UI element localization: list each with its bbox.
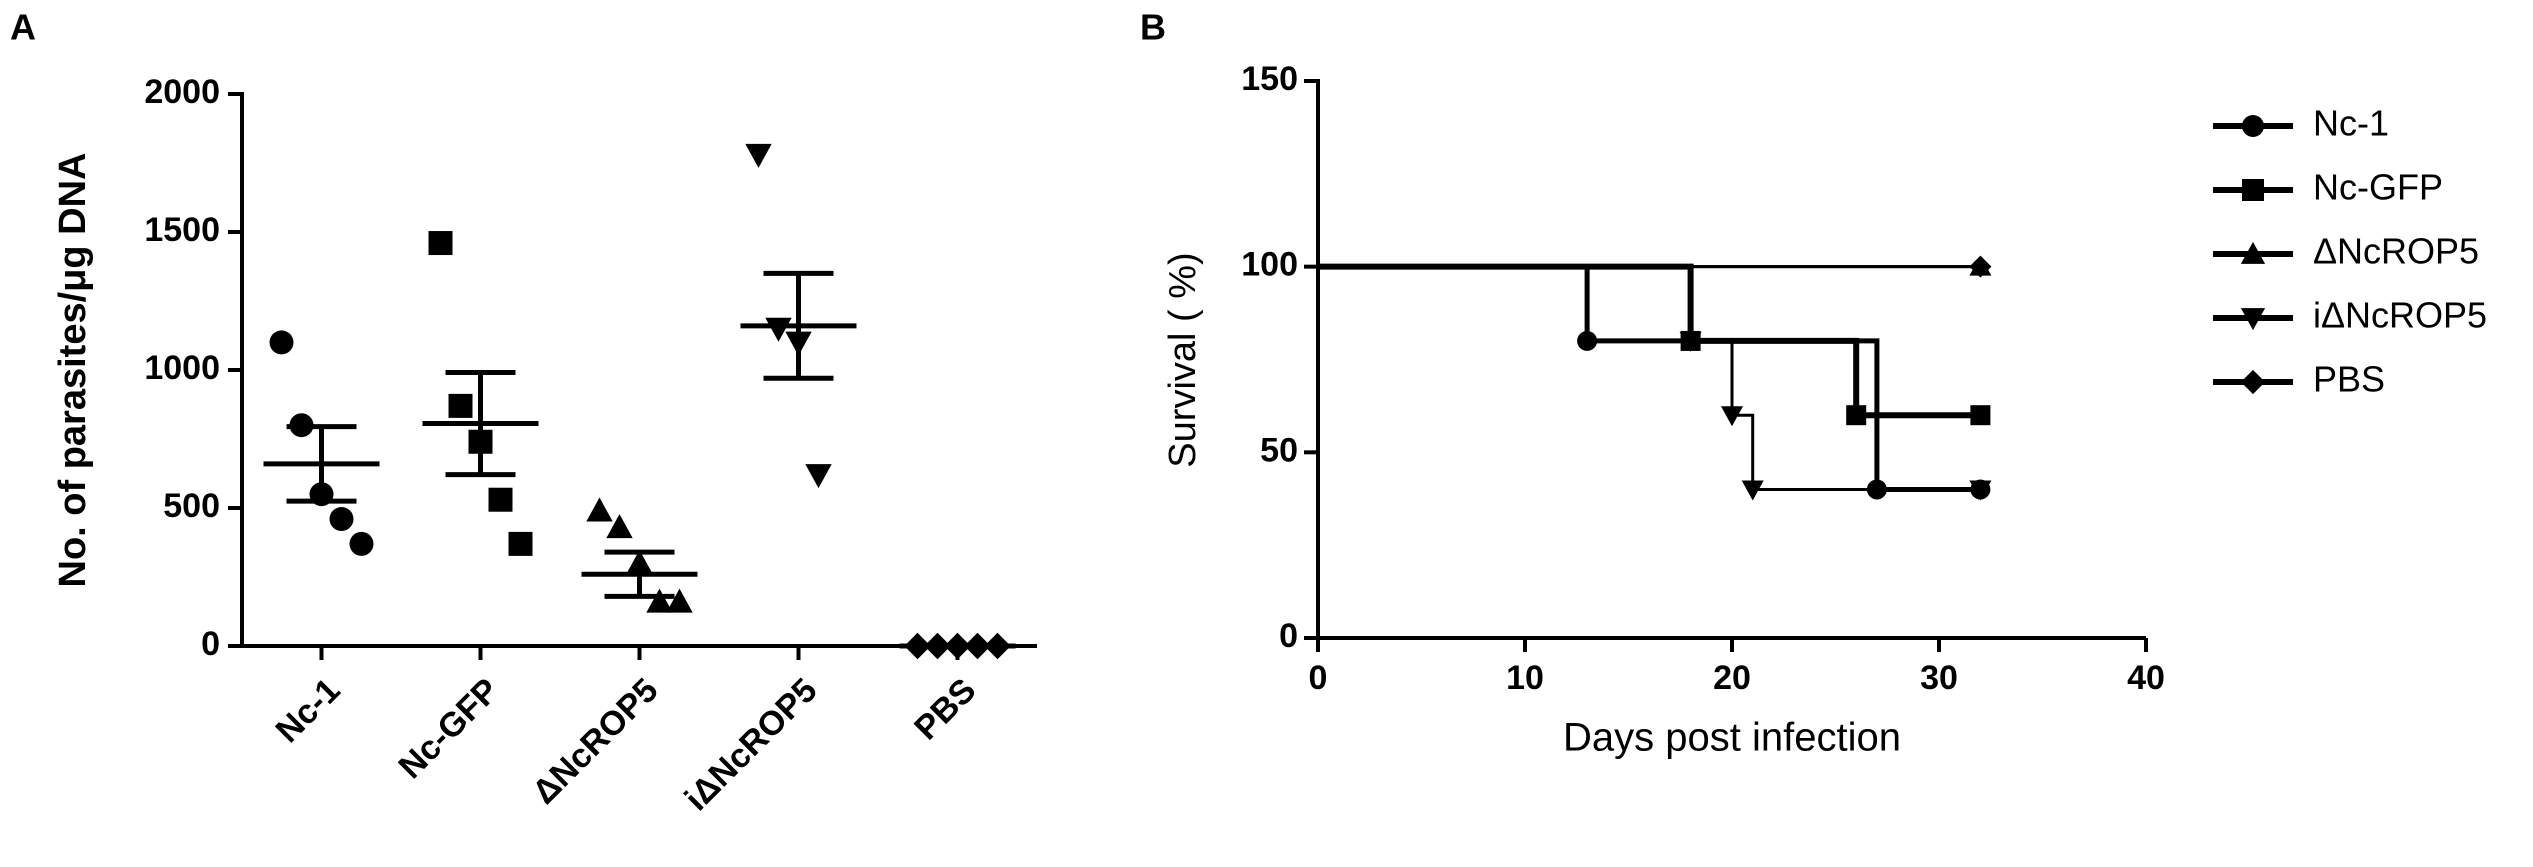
y-tick-label: 0: [201, 625, 220, 663]
marker: [1577, 330, 1598, 351]
marker: [1970, 405, 1991, 426]
marker: [508, 531, 533, 556]
panel-label: B: [1140, 7, 1166, 48]
marker: [2242, 115, 2264, 137]
marker: [765, 317, 792, 342]
y-tick-label: 150: [1241, 60, 1298, 98]
y-tick-label: 1500: [144, 211, 220, 249]
marker: [488, 487, 513, 512]
y-tick-label: 500: [163, 487, 220, 525]
y-tick-label: 1000: [144, 349, 220, 387]
marker: [269, 330, 294, 355]
marker: [646, 588, 673, 613]
error-bar: [604, 549, 675, 599]
marker: [606, 514, 633, 539]
marker: [2242, 179, 2264, 201]
marker: [745, 143, 772, 168]
legend-label: ΔNcROP5: [2313, 231, 2479, 272]
marker: [666, 588, 693, 613]
x-tick-label: 20: [1713, 659, 1751, 697]
x-tick-label: Nc-1: [269, 671, 348, 750]
x-tick-label: Nc-GFP: [391, 671, 506, 786]
marker: [428, 231, 453, 256]
y-axis-label: Survival ( %): [1162, 252, 1204, 467]
survival-line: [1318, 264, 1981, 492]
y-tick-label: 100: [1241, 246, 1298, 284]
x-tick-label: iΔNcROP5: [677, 671, 824, 818]
legend-label: PBS: [2313, 359, 2385, 400]
panel-label: A: [10, 7, 36, 48]
legend-label: Nc-GFP: [2313, 167, 2443, 208]
marker: [448, 393, 473, 418]
x-tick-label: 0: [1309, 659, 1328, 697]
marker: [2240, 241, 2266, 264]
legend-label: Nc-1: [2313, 103, 2389, 144]
y-tick-label: 50: [1260, 431, 1298, 469]
x-tick-label: 40: [2127, 659, 2165, 697]
x-tick-label: PBS: [907, 671, 983, 747]
x-tick-label: 10: [1506, 659, 1544, 697]
survival-line: [1318, 265, 1981, 491]
marker: [805, 464, 832, 489]
marker: [1969, 255, 1992, 278]
legend-label: iΔNcROP5: [2313, 295, 2487, 336]
error-bar: [763, 270, 834, 381]
marker: [1969, 480, 1992, 501]
error-bar: [286, 424, 357, 504]
marker: [1679, 331, 1702, 352]
marker: [2240, 369, 2266, 395]
x-axis-label: Days post infection: [1563, 716, 1901, 760]
marker: [1721, 406, 1743, 427]
x-tick-label: ΔNcROP5: [525, 671, 665, 811]
y-axis-label: No. of parasites/μg DNA: [52, 153, 94, 588]
marker: [2240, 308, 2266, 331]
marker: [586, 497, 613, 522]
marker: [1846, 405, 1867, 426]
x-tick-label: 30: [1920, 659, 1958, 697]
error-bar: [445, 369, 516, 478]
y-tick-label: 0: [1279, 617, 1298, 655]
marker: [349, 531, 374, 556]
marker: [329, 507, 354, 532]
marker: [1741, 480, 1764, 501]
y-tick-label: 2000: [144, 73, 220, 111]
